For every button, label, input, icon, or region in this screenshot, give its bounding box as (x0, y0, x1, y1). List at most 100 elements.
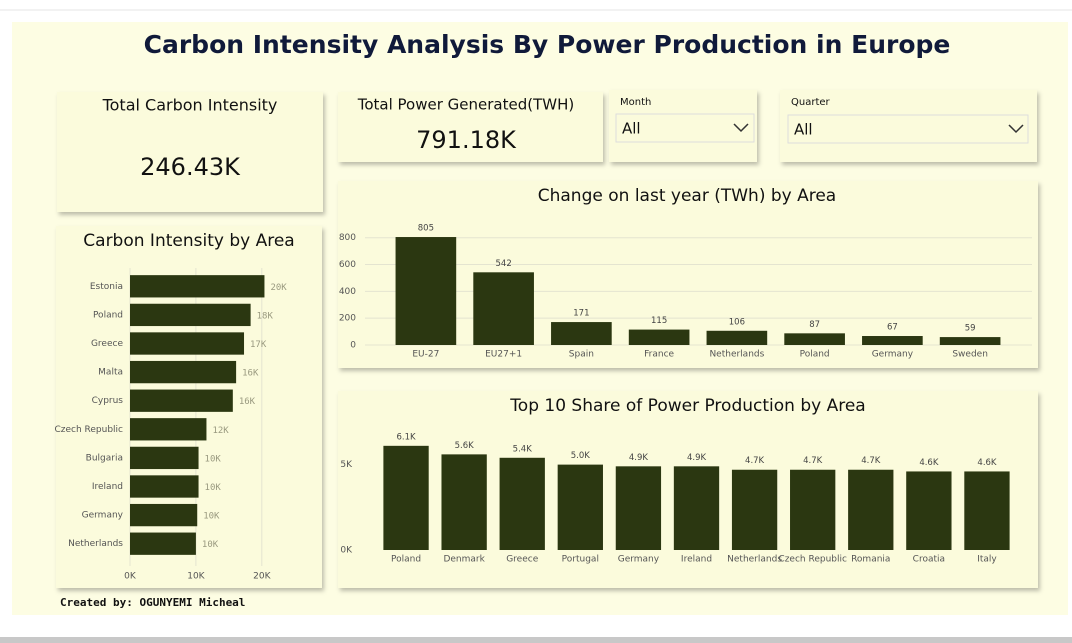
x-tick-label: Ireland (681, 555, 712, 565)
x-tick-label: Croatia (913, 555, 945, 565)
data-label: 5.6K (455, 441, 475, 451)
y-tick-label: Poland (93, 310, 123, 320)
bar (130, 389, 233, 412)
chart-title: Carbon Intensity by Area (83, 231, 294, 251)
bar (906, 471, 952, 550)
dropdown-value[interactable]: All (794, 121, 813, 139)
x-tick-label: Germany (872, 350, 914, 360)
bar (784, 333, 845, 345)
bar (130, 503, 198, 527)
x-tick-label: 10K (187, 572, 205, 582)
x-tick-label: Poland (391, 555, 421, 565)
x-tick-label: EU-27 (412, 350, 439, 360)
x-tick-label: Italy (977, 555, 997, 565)
data-label: 87 (809, 320, 820, 330)
chart-title: Top 10 Share of Power Production by Area (509, 396, 865, 416)
y-tick-label: Netherlands (68, 539, 123, 549)
y-tick-label: 800 (339, 233, 356, 243)
slicer-label: Month (620, 97, 651, 108)
x-tick-label: France (644, 350, 674, 360)
x-tick-label: EU27+1 (485, 350, 522, 360)
x-tick-label: Netherlands (709, 350, 764, 360)
x-tick-label: Greece (506, 555, 538, 565)
data-label: 16K (239, 397, 256, 407)
bar (130, 303, 251, 327)
data-label: 16K (242, 369, 259, 379)
data-label: 12K (212, 426, 229, 436)
kpi-value: 791.18K (416, 126, 517, 154)
kpi-value: 246.43K (140, 153, 241, 181)
bar (557, 464, 603, 550)
data-label: 20K (270, 283, 287, 293)
y-tick-label: Bulgaria (86, 453, 123, 463)
data-label: 4.7K (861, 456, 881, 466)
bar (441, 454, 487, 550)
data-label: 542 (496, 259, 512, 269)
bar (862, 336, 923, 345)
data-label: 4.9K (629, 453, 649, 463)
bar (790, 469, 836, 550)
data-label: 17K (250, 340, 267, 350)
bar (499, 457, 545, 550)
y-tick-label: Estonia (90, 282, 123, 292)
y-tick-label: 600 (339, 260, 356, 270)
bar (939, 337, 1001, 345)
data-label: 18K (257, 311, 274, 321)
data-label: 171 (573, 309, 589, 319)
y-tick-label: Czech Republic (54, 425, 123, 435)
data-label: 10K (205, 454, 222, 464)
bar (395, 237, 457, 345)
data-label: 10K (205, 483, 222, 493)
bar (964, 471, 1010, 550)
dropdown[interactable] (615, 113, 755, 143)
kpi-label: Total Carbon Intensity (102, 96, 278, 115)
bar (473, 272, 534, 345)
dropdown[interactable] (787, 114, 1029, 144)
bar (731, 469, 778, 550)
x-tick-label: Czech Republic (778, 555, 847, 565)
kpi-card (338, 92, 603, 162)
bar (130, 275, 265, 298)
data-label: 805 (418, 224, 434, 234)
y-tick-label: Germany (82, 511, 124, 521)
chevron[interactable] (733, 123, 749, 133)
data-label: 10K (203, 512, 220, 522)
bar (673, 466, 720, 550)
chevron[interactable] (1008, 124, 1024, 134)
bar (130, 418, 207, 441)
data-label: 106 (729, 317, 745, 327)
data-label: 4.7K (745, 456, 765, 466)
footer: Created by: OGUNYEMI Micheal (60, 596, 245, 609)
bar (130, 360, 237, 384)
bar (130, 332, 245, 355)
bar (848, 469, 894, 550)
data-label: 5.4K (513, 444, 533, 454)
kpi-label: Total Power Generated(TWH) (357, 96, 574, 114)
y-tick-label: 5K (340, 460, 353, 470)
bar (130, 475, 199, 498)
y-tick-label: 0 (350, 341, 356, 351)
slicer-label: Quarter (791, 97, 831, 108)
x-tick-label: Spain (569, 350, 594, 360)
y-tick-label: 400 (339, 287, 356, 297)
bar (615, 466, 662, 550)
bar (383, 445, 429, 550)
x-tick-label: Portugal (562, 555, 599, 565)
dropdown-value[interactable]: All (622, 120, 641, 138)
data-label: 5.0K (571, 451, 591, 461)
x-tick-label: Romania (851, 555, 890, 565)
x-tick-label: Denmark (443, 555, 485, 565)
data-label: 4.7K (803, 456, 823, 466)
page-title: Carbon Intensity Analysis By Power Produ… (144, 30, 951, 59)
chart-title: Change on last year (TWh) by Area (538, 186, 836, 206)
data-label: 10K (202, 540, 219, 550)
x-tick-label: 20K (253, 572, 271, 582)
bar (130, 532, 196, 555)
bar (551, 322, 612, 345)
x-tick-label: Sweden (952, 350, 988, 360)
data-label: 4.6K (919, 458, 939, 468)
x-tick-label: Poland (800, 350, 830, 360)
y-tick-label: Ireland (92, 482, 123, 492)
y-tick-label: 0K (340, 546, 353, 556)
